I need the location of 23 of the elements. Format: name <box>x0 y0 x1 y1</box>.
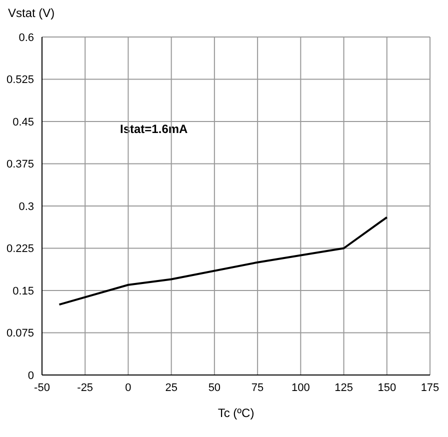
x-tick-label: 25 <box>165 382 178 394</box>
x-tick-label: 175 <box>420 382 440 394</box>
y-tick-label: 0.225 <box>6 243 34 256</box>
y-tick-label: 0.6 <box>18 32 34 44</box>
x-tick-label: -50 <box>34 382 50 394</box>
y-tick-label: 0.525 <box>6 74 34 86</box>
x-tick-label: 50 <box>208 382 221 394</box>
y-tick-label: 0.15 <box>12 285 34 298</box>
y-tick-label: 0 <box>28 370 34 382</box>
y-tick-label: 0.075 <box>6 328 34 340</box>
y-tick-label: 0.375 <box>6 158 34 171</box>
x-tick-label: 100 <box>291 382 310 394</box>
x-tick-label: -25 <box>77 382 94 394</box>
x-axis-title: Tc (ºC) <box>218 406 254 420</box>
y-tick-label: 0.45 <box>12 116 34 128</box>
x-tick-label: 75 <box>251 382 264 394</box>
x-tick-label: 0 <box>125 382 132 394</box>
x-tick-label: 150 <box>378 382 396 394</box>
y-tick-label: 0.3 <box>18 200 34 213</box>
y-axis-title: Vstat (V) <box>8 6 55 20</box>
line-series <box>58 216 388 306</box>
x-tick-label: 125 <box>334 382 353 394</box>
annotation: Istat=1.6mA <box>120 122 188 136</box>
